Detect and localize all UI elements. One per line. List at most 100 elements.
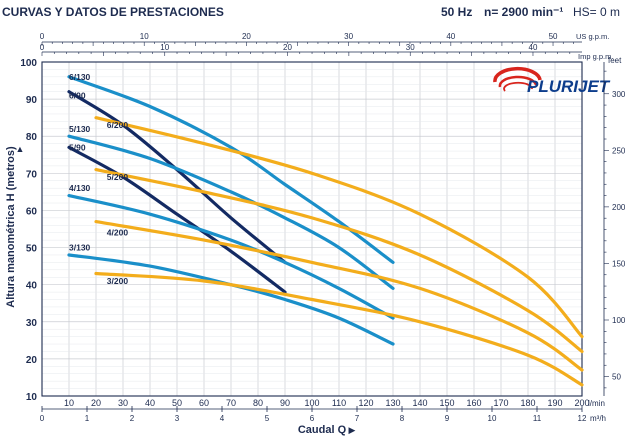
curve-4-200 — [94, 220, 584, 372]
x-tick-label: 10 — [64, 398, 74, 408]
imp-gpm-tick-label: 40 — [529, 43, 538, 52]
y-tick-label: 90 — [26, 95, 38, 106]
feet-tick-label: 150 — [612, 259, 626, 268]
imp-gpm-tick-label: 30 — [406, 43, 415, 52]
feet-unit-label: feet — [608, 56, 622, 65]
x-tick-label: 130 — [385, 398, 400, 408]
chart-frame — [41, 61, 583, 397]
m3h-tick-label: 8 — [400, 414, 405, 423]
m3h-tick-label: 0 — [40, 414, 45, 423]
us-gpm-tick-label: 0 — [40, 32, 45, 41]
y-tick-label: 70 — [26, 169, 38, 180]
series-label: 4/200 — [107, 228, 129, 238]
series-label: 6/200 — [107, 120, 129, 130]
series-label: 5/90 — [69, 142, 86, 152]
x-tick-label: 40 — [145, 398, 155, 408]
x-tick-label: 60 — [199, 398, 209, 408]
m3h-tick-label: 2 — [130, 414, 135, 423]
y-tick-label: 30 — [26, 318, 38, 329]
us-gpm-unit-label: US g.p.m. — [576, 32, 609, 41]
y-tick-label: 50 — [26, 244, 38, 255]
feet-tick-label: 250 — [612, 146, 626, 155]
curve-6-130 — [67, 75, 395, 264]
feet-tick-label: 300 — [612, 90, 626, 99]
brand-logo: PLURIJET — [493, 66, 611, 96]
us-gpm-tick-label: 30 — [344, 32, 353, 41]
feet-tick-label: 200 — [612, 203, 626, 212]
x-tick-label: 20 — [91, 398, 101, 408]
x-tick-label: 110 — [332, 398, 346, 408]
x-tick-label: 70 — [226, 398, 236, 408]
y-axis-arrow-icon: ▲ — [16, 144, 25, 154]
y-tick-label: 20 — [26, 355, 38, 366]
frequency-label: 50 Hz — [441, 5, 473, 19]
x-tick-label: 140 — [412, 398, 427, 408]
x-tick-label: 160 — [466, 398, 481, 408]
curve-4-130 — [67, 194, 395, 320]
imp-gpm-tick-label: 20 — [283, 43, 292, 52]
series-labels: 6/130 6/90 6/200 5/130 5/90 5/200 4/130 4/200 3/… — [69, 72, 128, 286]
series-label: 3/130 — [69, 243, 91, 253]
speed-label: n= 2900 min⁻¹ — [484, 5, 564, 19]
imp-gpm-tick-label: 0 — [40, 43, 45, 52]
logo-wordmark: PLURIJET — [527, 77, 611, 96]
curve-5-90 — [67, 145, 287, 294]
y-axis-title: Altura manométrica H (metros) — [5, 146, 17, 308]
x-tick-label: 190 — [547, 398, 562, 408]
feet-tick-label: 50 — [612, 373, 621, 382]
m3h-unit-label: m³/h — [590, 414, 606, 423]
x-tick-label: 180 — [520, 398, 535, 408]
us-gpm-tick-label: 50 — [549, 32, 558, 41]
chart-series — [67, 75, 584, 387]
x-tick-label: 200 — [574, 398, 589, 408]
x-tick-label: 80 — [253, 398, 263, 408]
m3h-tick-label: 11 — [533, 414, 542, 423]
m3h-tick-label: 10 — [488, 414, 497, 423]
imp-gpm-tick-label: 10 — [160, 43, 169, 52]
curve-6-200 — [94, 116, 584, 339]
plot-frame — [41, 61, 583, 397]
x-tick-label: 120 — [358, 398, 373, 408]
x-unit-label: l/min — [588, 399, 605, 408]
x-tick-label: 100 — [304, 398, 319, 408]
m3h-tick-label: 9 — [445, 414, 450, 423]
us-gpm-tick-label: 20 — [242, 32, 251, 41]
logo-swoosh-icon — [493, 66, 542, 92]
series-label: 6/130 — [69, 72, 91, 82]
series-label: 5/130 — [69, 124, 91, 134]
y-tick-label: 60 — [26, 206, 38, 217]
y-tick-label: 40 — [26, 281, 38, 292]
feet-tick-label: 100 — [612, 316, 626, 325]
m3h-tick-label: 4 — [220, 414, 225, 423]
suction-height-label: HS= 0 m — [573, 5, 621, 19]
m3h-tick-label: 12 — [578, 414, 587, 423]
imp-gpm-unit-label: Imp g.p.m. — [578, 52, 613, 61]
x-tick-label: 30 — [118, 398, 128, 408]
series-label: 4/130 — [69, 183, 91, 193]
m3h-tick-label: 5 — [265, 414, 270, 423]
x-tick-label: 90 — [280, 398, 290, 408]
m3h-tick-label: 1 — [85, 414, 90, 423]
x-tick-label: 150 — [439, 398, 454, 408]
x-tick-label: 50 — [172, 398, 182, 408]
series-label: 5/200 — [107, 172, 129, 182]
series-label: 3/200 — [107, 276, 129, 286]
x-tick-label: 170 — [493, 398, 508, 408]
curve-5-130 — [67, 134, 395, 290]
x-axis-title: Caudal Q — [298, 424, 347, 436]
page-title: CURVAS Y DATOS DE PRESTACIONES — [2, 5, 224, 19]
m3h-tick-label: 6 — [310, 414, 315, 423]
y-tick-label: 10 — [26, 392, 38, 403]
m3h-tick-label: 7 — [355, 414, 360, 423]
y-tick-label: 100 — [20, 58, 37, 69]
x-axis-arrow-icon: ▶ — [349, 425, 356, 435]
y-tick-label: 80 — [26, 132, 38, 143]
us-gpm-tick-label: 10 — [140, 32, 149, 41]
curve-3-200 — [94, 271, 584, 387]
m3h-tick-label: 3 — [175, 414, 180, 423]
series-label: 6/90 — [69, 90, 86, 100]
chart-header: CURVAS Y DATOS DE PRESTACIONES 50 Hz n= … — [0, 0, 640, 22]
us-gpm-tick-label: 40 — [446, 32, 455, 41]
